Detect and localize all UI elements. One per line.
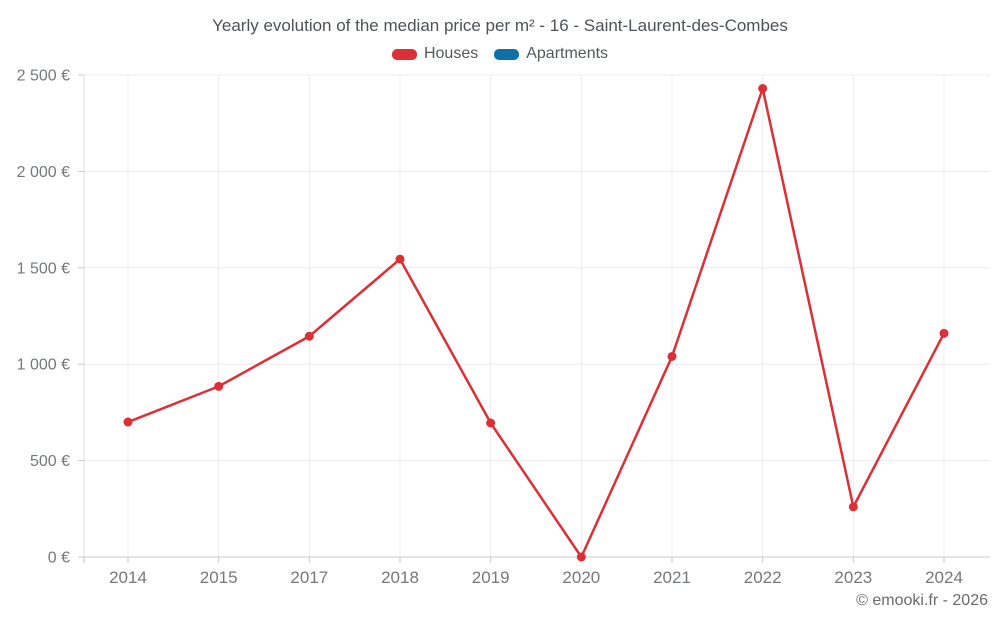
y-axis-tick-label: 2 500 € <box>17 68 70 85</box>
data-point-houses <box>576 552 586 562</box>
chart-legend: Houses Apartments <box>0 45 1000 63</box>
x-axis-tick-label: 2015 <box>200 568 238 587</box>
data-point-houses <box>486 418 496 428</box>
copyright-watermark: © emooki.fr - 2026 <box>856 592 988 609</box>
houses-series-label: Houses <box>423 45 479 62</box>
data-point-houses <box>758 83 768 93</box>
x-axis-tick-label: 2014 <box>109 568 147 587</box>
series-line-houses <box>126 87 946 559</box>
houses-series-swatch-icon <box>391 48 417 60</box>
x-axis-tick-label: 2023 <box>834 568 872 587</box>
data-point-houses <box>214 381 224 391</box>
data-point-houses <box>395 254 405 264</box>
data-point-houses <box>848 502 858 512</box>
data-point-houses <box>304 331 314 341</box>
y-axis-tick-label: 0 € <box>48 550 70 567</box>
data-point-houses <box>939 328 949 338</box>
legend-item-houses[interactable]: Houses <box>391 45 479 63</box>
x-axis-tick-label: 2020 <box>562 568 600 587</box>
apartments-series-label: Apartments <box>526 45 609 62</box>
x-axis-tick-label: 2024 <box>925 568 963 587</box>
chart-title: Yearly evolution of the median price per… <box>212 16 788 35</box>
y-axis-tick-label: 1 000 € <box>17 357 70 374</box>
y-axis-tick-label: 2 000 € <box>17 164 70 181</box>
x-axis-tick-label: 2019 <box>472 568 510 587</box>
x-axis-tick-label: 2017 <box>290 568 328 587</box>
x-axis-tick-label: 2022 <box>744 568 782 587</box>
data-point-houses <box>123 417 133 427</box>
legend-item-apartments[interactable]: Apartments <box>494 45 608 63</box>
x-axis-tick-label: 2021 <box>653 568 691 587</box>
data-point-houses <box>667 351 677 361</box>
y-axis-tick-label: 500 € <box>30 453 70 470</box>
y-axis-tick-label: 1 500 € <box>17 260 70 277</box>
apartments-series-swatch-icon <box>494 48 520 60</box>
x-axis-tick-label: 2018 <box>381 568 419 587</box>
